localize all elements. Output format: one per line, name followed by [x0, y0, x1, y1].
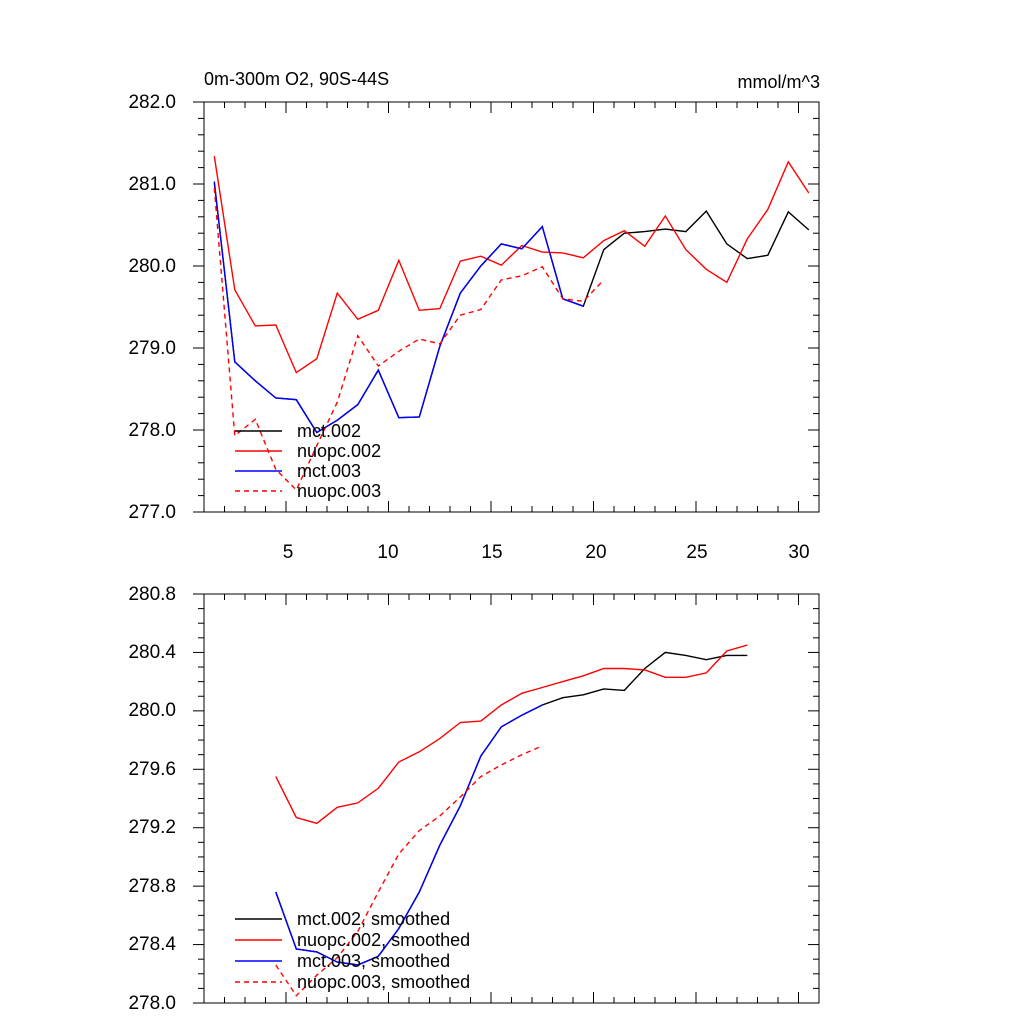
- bottom-y-tick-label: 280.4: [128, 642, 176, 663]
- top-y-tick-label: 281.0: [128, 174, 176, 195]
- series-line-nuopc-003: [213, 188, 605, 492]
- top-x-tick-label: 5: [283, 542, 294, 563]
- top-x-tick-label: 10: [377, 542, 398, 563]
- legend-label: nuopc.003, smoothed: [297, 972, 470, 992]
- top-y-tick-label: 282.0: [128, 92, 176, 113]
- legend-label: mct.003, smoothed: [297, 951, 450, 971]
- top-series: [213, 155, 810, 492]
- legend-label: nuopc.002, smoothed: [297, 930, 470, 950]
- top-y-tick-label: 279.0: [128, 338, 176, 359]
- bottom-panel: 278.0 278.4 278.8 279.2 279.6 280.0 280.…: [128, 584, 820, 1014]
- bottom-y-tick-label: 279.2: [128, 817, 176, 838]
- series-line-mct-002: [213, 182, 810, 434]
- top-x-tick-label: 20: [585, 542, 606, 563]
- top-major-ticks: [193, 101, 819, 513]
- legend-label: mct.003: [297, 461, 361, 481]
- top-x-tick-label: 15: [481, 542, 502, 563]
- top-y-tick-labels: 277.0 278.0 279.0 280.0 281.0 282.0: [128, 92, 176, 523]
- bottom-y-tick-label: 279.6: [128, 759, 176, 780]
- bottom-legend: mct.002, smoothed nuopc.002, smoothed mc…: [235, 909, 470, 992]
- bottom-y-tick-label: 280.0: [128, 700, 176, 721]
- top-plot-frame: [203, 101, 820, 513]
- top-y-tick-label: 277.0: [128, 502, 176, 523]
- series-line-mct-003: [213, 181, 584, 434]
- top-x-tick-label: 30: [788, 542, 809, 563]
- bottom-y-tick-labels: 278.0 278.4 278.8 279.2 279.6 280.0 280.…: [128, 584, 176, 1014]
- bottom-series: [275, 644, 748, 997]
- bottom-y-tick-label: 278.0: [128, 993, 176, 1014]
- series-line-nuopc-002: [213, 155, 810, 374]
- top-x-tick-labels: 5 10 15 20 25 30: [283, 542, 810, 563]
- top-title-right: mmol/m^3: [738, 72, 820, 92]
- top-minor-ticks: [198, 102, 820, 512]
- top-title-left: 0m-300m O2, 90S-44S: [204, 69, 389, 89]
- top-panel: 0m-300m O2, 90S-44S mmol/m^3 277.0 278.0…: [128, 69, 820, 563]
- top-y-tick-label: 278.0: [128, 420, 176, 441]
- legend-label: nuopc.002: [297, 441, 381, 461]
- legend-label: mct.002, smoothed: [297, 909, 450, 929]
- top-y-tick-label: 280.0: [128, 256, 176, 277]
- bottom-y-tick-label: 278.4: [128, 934, 176, 955]
- series-line-mct-003-smoothed: [275, 704, 543, 966]
- top-legend: mct.002 nuopc.002 mct.003 nuopc.003: [235, 421, 381, 501]
- bottom-y-tick-label: 280.8: [128, 584, 176, 605]
- series-line-nuopc-002-smoothed: [275, 644, 748, 825]
- top-x-tick-label: 25: [686, 542, 707, 563]
- legend-label: mct.002: [297, 421, 361, 441]
- series-line-nuopc-003-smoothed: [275, 745, 543, 997]
- bottom-plot-frame: [203, 593, 820, 1004]
- legend-label: nuopc.003: [297, 481, 381, 501]
- bottom-y-tick-label: 278.8: [128, 876, 176, 897]
